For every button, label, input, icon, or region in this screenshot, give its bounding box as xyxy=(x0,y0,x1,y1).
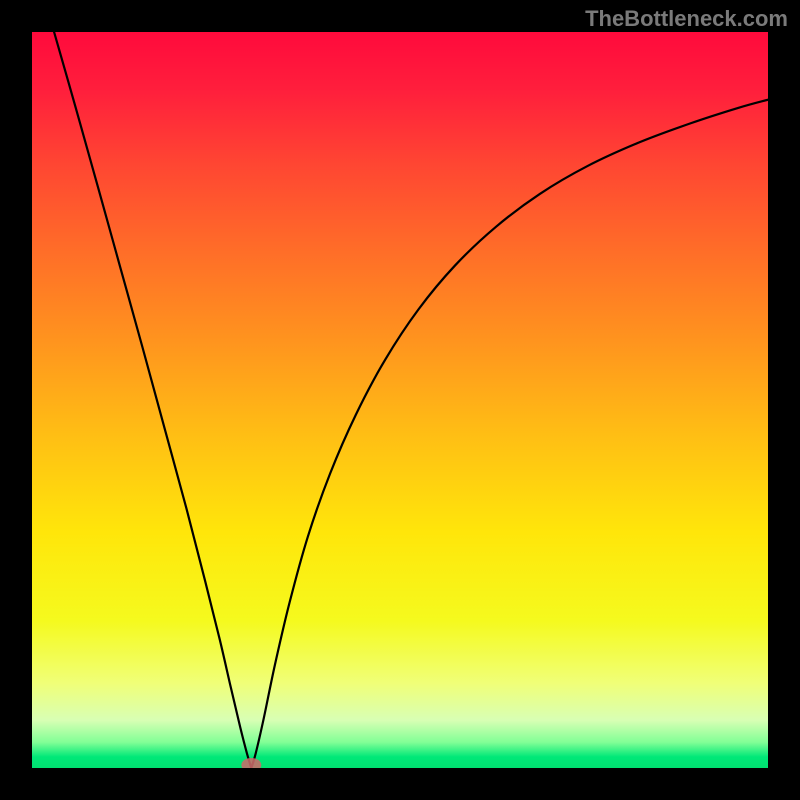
plot-area xyxy=(32,32,768,768)
gradient-background xyxy=(32,32,768,768)
chart-container: TheBottleneck.com xyxy=(0,0,800,800)
watermark-text: TheBottleneck.com xyxy=(585,6,788,32)
